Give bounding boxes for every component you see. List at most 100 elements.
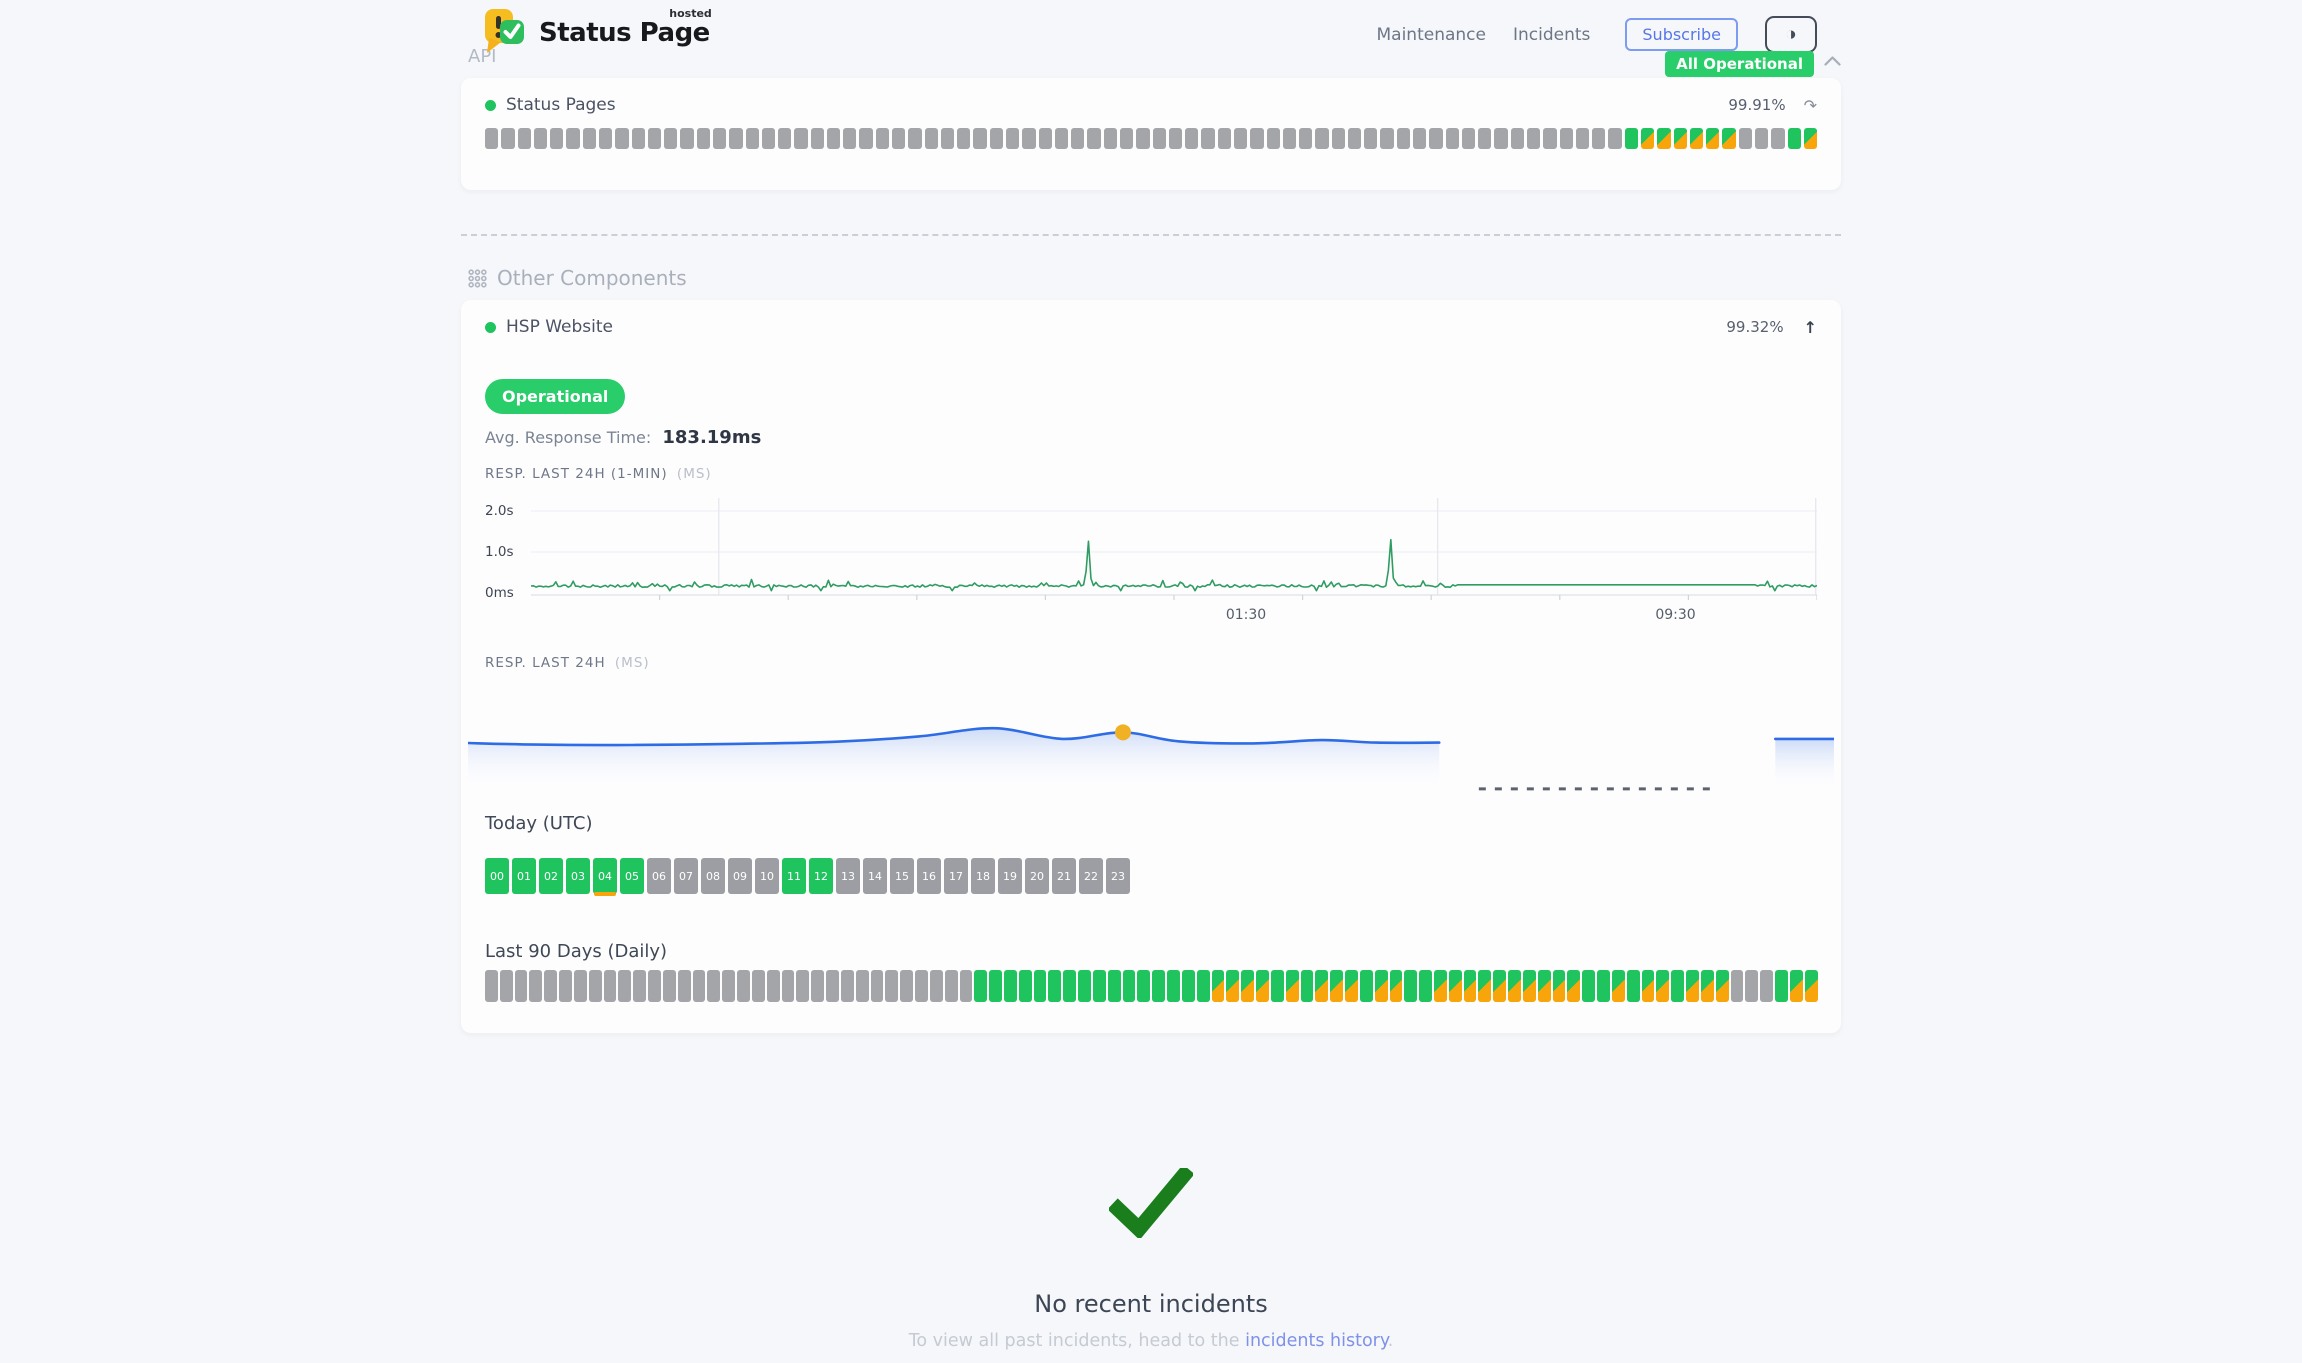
uptime-bar-partial [1493, 970, 1507, 1002]
uptime-bar-up [974, 970, 988, 1002]
uptime-bar-up [1671, 970, 1685, 1002]
uptime-bar-up [1078, 970, 1091, 1002]
uptime-bar-none [1347, 128, 1362, 149]
chevron-up-icon[interactable] [1824, 56, 1841, 66]
uptime-bar-none [647, 128, 662, 149]
minute-chart-title: RESP. LAST 24H (1-MIN) [485, 466, 668, 482]
uptime-bar-none [677, 970, 691, 1002]
uptime-bar-none [1282, 128, 1297, 149]
x-tick-0130: 01:30 [1225, 607, 1267, 623]
uptime-bar-up [1018, 970, 1032, 1002]
avg-response-value: 183.19ms [662, 427, 762, 448]
no-incidents-footer: No recent incidents To view all past inc… [461, 1168, 1841, 1351]
hour-box-07: 07 [674, 858, 698, 894]
uptime-bar-none [1038, 128, 1052, 149]
incidents-history-link[interactable]: incidents history [1245, 1331, 1388, 1351]
uptime-bar-partial [1285, 970, 1299, 1002]
uptime-bar-none [1152, 128, 1166, 149]
nav-item-incidents[interactable]: Incidents [1512, 24, 1591, 45]
hour-box-10: 10 [755, 858, 779, 894]
uptime-bar-up [1404, 970, 1418, 1002]
uptime-bar-none [1119, 128, 1134, 149]
uptime-bar-none [908, 128, 922, 149]
uptime-bar-none [1461, 128, 1476, 149]
component-row[interactable]: HSP Website 99.32% ↑ [485, 317, 1817, 337]
uptime-bar-none [1201, 128, 1215, 149]
refresh-icon[interactable]: ↷ [1803, 95, 1817, 115]
uptime-bar-none [1760, 970, 1774, 1002]
uptime-bars [485, 128, 1818, 149]
uptime-bar-none [1331, 128, 1345, 149]
nav-item-maintenance[interactable]: Maintenance [1376, 24, 1486, 45]
uptime-bar-none [1071, 128, 1085, 149]
today-hour-boxes: 00 01 02 03 04 05 06 07 08 09 10 11 12 13 14 15 16 17 18 19… [485, 858, 1817, 896]
uptime-bar-none [573, 970, 587, 1002]
subtitle-prefix: To view all past incidents, head to the [908, 1331, 1246, 1351]
uptime-bar-none [855, 970, 869, 1002]
uptime-bar-none [1608, 128, 1622, 149]
uptime-bar-up [1196, 970, 1210, 1002]
uptime-bar-none [796, 970, 810, 1002]
section-divider [461, 234, 1841, 236]
uptime-bar-up [989, 970, 1002, 1002]
daily-chart-title: RESP. LAST 24H [485, 655, 606, 671]
uptime-bar-none [1315, 128, 1329, 149]
uptime-bar-none [826, 970, 839, 1002]
response-time-daily-chart[interactable] [468, 711, 1834, 793]
arrow-up-icon: ↑ [1803, 317, 1817, 337]
uptime-bar-up [1597, 970, 1610, 1002]
avg-response-row: Avg. Response Time: 183.19ms [485, 427, 1817, 448]
uptime-bar-none [582, 128, 596, 149]
brand-superscript: hosted [669, 7, 712, 20]
uptime-bar-partial [1641, 970, 1655, 1002]
uptime-bar-none [722, 970, 736, 1002]
uptime-bar-none [1754, 128, 1769, 149]
uptime-percent: 99.32% [1726, 318, 1784, 336]
uptime-bar-none [514, 970, 528, 1002]
hour-box-04: 04 [593, 858, 617, 896]
uptime-bar-none [840, 970, 854, 1002]
uptime-bar-none [1136, 128, 1150, 149]
uptime-bar-none [1771, 128, 1785, 149]
uptime-bar-none [924, 128, 938, 149]
hour-box-12: 12 [809, 858, 833, 894]
uptime-bar-none [550, 128, 564, 149]
uptime-bar-up [1270, 970, 1284, 1002]
uptime-bar-none [944, 970, 958, 1002]
uptime-bar-none [588, 970, 602, 1002]
uptime-bar-partial [1537, 970, 1551, 1002]
api-section-label: API [468, 46, 497, 67]
uptime-bar-none [1429, 128, 1443, 149]
subscribe-button[interactable]: Subscribe [1625, 18, 1738, 51]
uptime-bar-none [761, 128, 776, 149]
brand-logo[interactable]: hosted Status Page [485, 7, 712, 55]
header: hosted Status Page Maintenance Incidents … [461, 0, 1841, 77]
uptime-bar-none [485, 970, 498, 1002]
hour-box-11: 11 [782, 858, 806, 894]
uptime-bar-up [1063, 970, 1077, 1002]
uptime-bar-none [1543, 128, 1557, 149]
avg-response-label: Avg. Response Time: [485, 428, 652, 447]
uptime-bar-up [1092, 970, 1106, 1002]
uptime-bar-none [811, 970, 825, 1002]
uptime-bar-up [1167, 970, 1180, 1002]
header-nav: Maintenance Incidents Subscribe ◑ [1376, 16, 1817, 53]
minute-chart-x-axis: 01:30 09:30 [531, 603, 1817, 625]
uptime-bar-none [1445, 128, 1459, 149]
uptime-bar-partial [1656, 970, 1670, 1002]
uptime-bar-up [1359, 970, 1373, 1002]
uptime-bar-none [859, 128, 873, 149]
theme-toggle-button[interactable]: ◑ [1765, 16, 1817, 53]
uptime-bar-none [1266, 128, 1280, 149]
response-time-minute-chart: 2.0s 1.0s 0ms 01:30 09:30 [485, 498, 1817, 625]
uptime-bar-up [1048, 970, 1062, 1002]
uptime-bar-none [1087, 128, 1101, 149]
uptime-bar-none [1575, 128, 1590, 149]
uptime-bar-none [615, 128, 629, 149]
uptime-bar-partial [1374, 970, 1388, 1002]
uptime-bar-up [1787, 128, 1801, 149]
uptime-bar-none [900, 970, 914, 1002]
hour-box-00: 00 [485, 858, 509, 894]
daily-chart-label: RESP. LAST 24H (MS) [485, 655, 1817, 671]
